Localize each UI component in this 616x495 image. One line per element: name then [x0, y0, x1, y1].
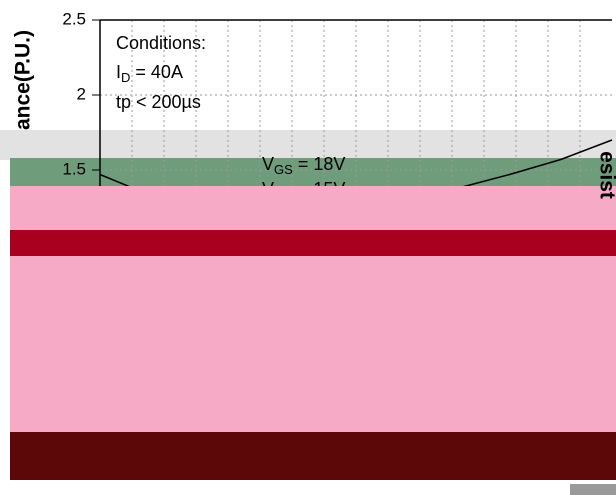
glitch-band	[10, 158, 616, 186]
annotation-main: I	[116, 62, 121, 82]
glitch-band	[10, 432, 616, 480]
annotation-rest: = 40A	[130, 62, 183, 82]
annotation: Conditions:	[116, 33, 206, 53]
glitch-band	[570, 484, 616, 495]
right-axis-title: esist	[595, 151, 616, 199]
annotation-rest: = 18V	[293, 154, 346, 174]
annotation: VGS = 18V	[262, 154, 345, 178]
y-tick-label: 1.5	[62, 159, 86, 178]
y-tick-label: 2.5	[62, 9, 86, 28]
glitch-band	[10, 230, 616, 256]
y-axis-title: ance(P.U.)	[12, 30, 35, 130]
glitch-band	[0, 130, 616, 160]
annotation-sub: D	[121, 70, 130, 85]
glitch-band	[10, 186, 616, 444]
annotation: tp < 200µs	[116, 92, 201, 112]
y-tick-label: 2	[77, 84, 86, 103]
annotation-main: V	[262, 154, 274, 174]
annotation-sub: GS	[274, 162, 293, 177]
annotation: ID = 40A	[116, 62, 183, 86]
